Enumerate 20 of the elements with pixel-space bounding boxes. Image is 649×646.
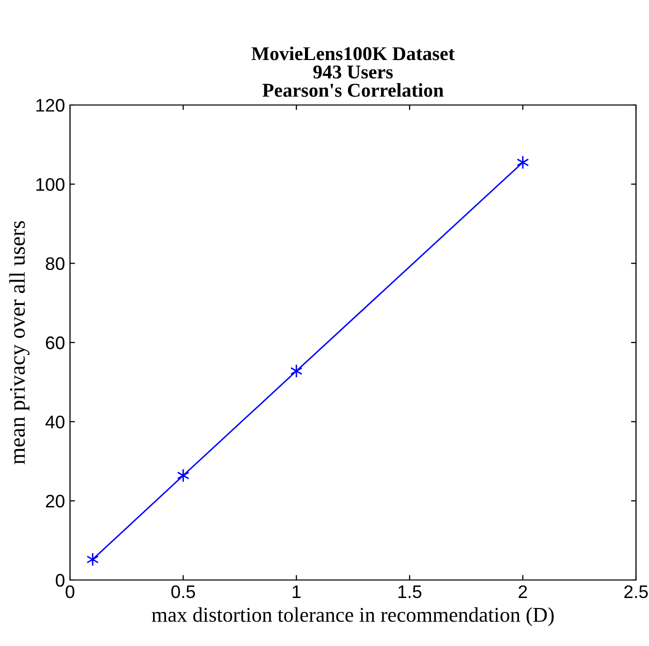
x-axis-title: max distortion tolerance in recommendation (D) xyxy=(152,607,554,626)
y-tick-label: 60 xyxy=(46,336,64,350)
chart-title: MovieLens100K Dataset 943 Users Pearson's Correlation xyxy=(252,46,455,97)
point xyxy=(177,468,190,482)
y-tick-label: 80 xyxy=(46,257,64,270)
x-tick-label: 0 xyxy=(66,585,74,598)
x-tick-label: 2 xyxy=(518,585,527,598)
y-tick-label: 120 xyxy=(36,98,64,112)
x-tick-label: 1.5 xyxy=(398,586,422,598)
y-tick-label: 100 xyxy=(36,178,64,191)
x-tick-label: 2.5 xyxy=(624,585,648,598)
y-tick-label: 20 xyxy=(46,494,64,508)
x-tick-label: 1 xyxy=(292,586,301,598)
x-tick-label: 0.5 xyxy=(171,585,195,598)
y-axis-title: mean privacy over all users xyxy=(9,221,30,464)
point xyxy=(290,364,303,378)
y-tick-label: 40 xyxy=(45,416,64,428)
point xyxy=(516,155,529,170)
y-tick-label: 0 xyxy=(56,574,64,587)
point xyxy=(86,552,99,566)
